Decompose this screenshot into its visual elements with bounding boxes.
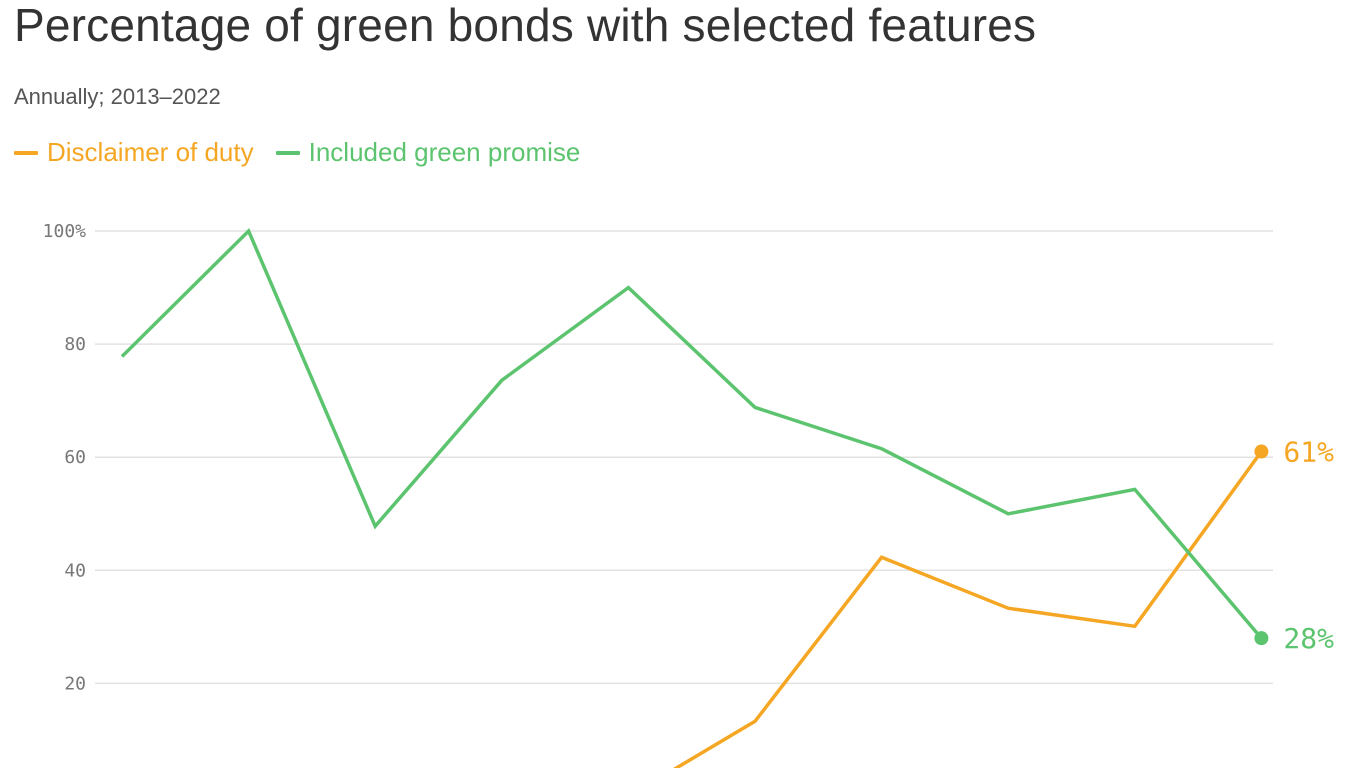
- legend-item-green-promise: Included green promise: [275, 137, 581, 168]
- chart-subtitle: Annually; 2013–2022: [14, 84, 221, 109]
- legend-label-green-promise: Included green promise: [308, 137, 581, 167]
- legend-swatch-disclaimer: [14, 150, 38, 155]
- chart-title: Percentage of green bonds with selected …: [14, 0, 1037, 51]
- series-line-1: [120, 227, 1263, 640]
- y-tick-label: 60: [64, 447, 86, 468]
- y-tick-label: 40: [64, 560, 86, 581]
- grid-layer: [95, 230, 1273, 685]
- legend-item-disclaimer: Disclaimer of duty: [14, 137, 254, 168]
- series-end-label-1: 28%: [1283, 622, 1334, 655]
- series-line-0: [672, 450, 1263, 768]
- y-tick-label: 80: [64, 334, 86, 355]
- series-end-label-0: 61%: [1283, 436, 1334, 469]
- legend: Disclaimer of duty Included green promis…: [14, 137, 602, 168]
- legend-swatch-green-promise: [275, 150, 300, 155]
- series-end-point-1: [1254, 631, 1269, 646]
- legend-label-disclaimer: Disclaimer of duty: [47, 137, 254, 167]
- y-tick-label: 20: [64, 673, 86, 694]
- series-layer: [120, 227, 1269, 768]
- end-labels: 61% 28%: [1283, 436, 1334, 656]
- y-axis-ticks: 20 40 60 80 100%: [43, 221, 87, 694]
- series-end-point-0: [1254, 444, 1269, 459]
- y-tick-label: 100%: [43, 221, 87, 242]
